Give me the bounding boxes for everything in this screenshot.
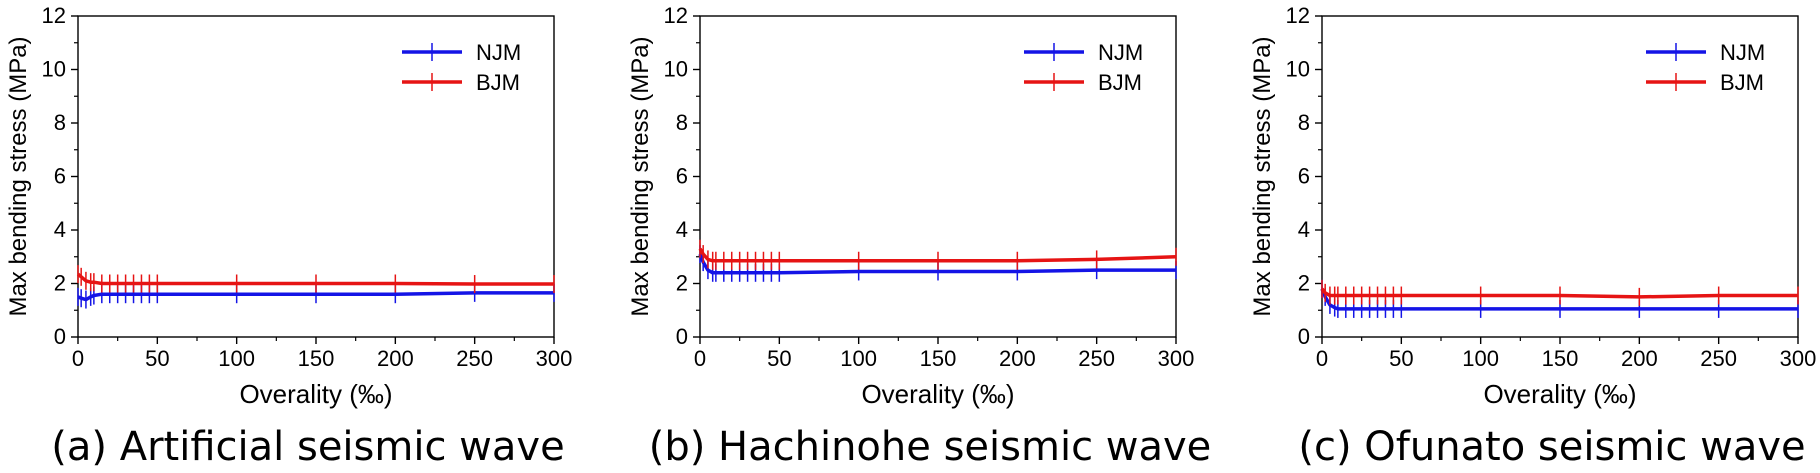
series-line-njm: [77, 291, 554, 302]
y-tick-label: 10: [1286, 57, 1310, 82]
x-tick-label: 250: [456, 346, 493, 371]
x-axis-label: Overality (‰): [1483, 379, 1636, 409]
y-tick-label: 10: [42, 57, 66, 82]
x-tick-label: 300: [536, 346, 573, 371]
y-tick-label: 12: [42, 3, 66, 28]
x-tick-label: 100: [1462, 346, 1499, 371]
x-tick-label: 150: [1542, 346, 1579, 371]
y-tick-label: 8: [676, 110, 688, 135]
y-tick-label: 12: [1286, 3, 1310, 28]
x-tick-label: 50: [1389, 346, 1413, 371]
y-tick-label: 6: [54, 164, 66, 189]
legend-label: BJM: [1720, 70, 1764, 95]
x-axis-label: Overality (‰): [239, 379, 392, 409]
legend-label: BJM: [1098, 70, 1142, 95]
legend-label: NJM: [476, 40, 521, 65]
y-tick-label: 6: [1298, 164, 1310, 189]
x-tick-label: 50: [145, 346, 169, 371]
series-line-bjm: [698, 247, 1177, 263]
x-axis-label: Overality (‰): [861, 379, 1014, 409]
chart-panel-3: 0 50 100 150 200 250 300 0 2 4 6 8 10 12 Overality (‰)…: [1249, 3, 1816, 470]
x-tick-label: 250: [1078, 346, 1115, 371]
y-axis-label: Max bending stress (MPa): [627, 36, 654, 316]
chart-panel-1: 0 50 100 150 200 250 300 0 2 4 6 8 10 12 Overality (‰)…: [5, 3, 572, 470]
y-tick-label: 0: [1298, 324, 1310, 349]
x-tick-label: 200: [377, 346, 414, 371]
y-tick-label: 10: [664, 57, 688, 82]
series-line-njm: [698, 253, 1176, 275]
y-tick-label: 0: [54, 324, 66, 349]
x-tick-label: 100: [840, 346, 877, 371]
y-tick-label: 12: [664, 3, 688, 28]
y-tick-label: 2: [54, 271, 66, 296]
x-tick-label: 150: [920, 346, 957, 371]
figure-caption: (c) Ofunato seismic wave: [1298, 424, 1805, 470]
x-tick-label: 300: [1158, 346, 1195, 371]
legend-label: NJM: [1098, 40, 1143, 65]
y-tick-label: 0: [676, 324, 688, 349]
legend-label: NJM: [1720, 40, 1765, 65]
y-tick-label: 6: [676, 164, 688, 189]
chart-panel-2: 0 50 100 150 200 250 300 0 2 4 6 8 10 12 Overality (‰)…: [627, 3, 1211, 470]
y-tick-label: 4: [676, 217, 688, 242]
x-tick-label: 100: [218, 346, 255, 371]
figure-caption: (a) Artificial seismic wave: [51, 424, 564, 470]
y-axis-label: Max bending stress (MPa): [1249, 36, 1276, 316]
x-tick-label: 150: [298, 346, 335, 371]
figure-caption: (b) Hachinohe seismic wave: [649, 424, 1212, 470]
x-tick-label: 300: [1780, 346, 1817, 371]
x-tick-label: 50: [767, 346, 791, 371]
y-tick-label: 2: [676, 271, 688, 296]
y-tick-label: 4: [54, 217, 66, 242]
y-tick-label: 4: [1298, 217, 1310, 242]
y-tick-label: 2: [1298, 271, 1310, 296]
x-tick-label: 0: [1316, 346, 1328, 371]
x-tick-label: 200: [999, 346, 1036, 371]
x-tick-label: 0: [694, 346, 706, 371]
y-tick-label: 8: [1298, 110, 1310, 135]
legend-label: BJM: [476, 70, 520, 95]
x-tick-label: 200: [1621, 346, 1658, 371]
series-line-bjm: [76, 272, 554, 286]
y-tick-label: 8: [54, 110, 66, 135]
x-tick-label: 250: [1700, 346, 1737, 371]
series-line-bjm: [1320, 287, 1798, 299]
x-tick-label: 0: [72, 346, 84, 371]
y-axis-label: Max bending stress (MPa): [5, 36, 32, 316]
series-line-njm: [1320, 288, 1798, 311]
